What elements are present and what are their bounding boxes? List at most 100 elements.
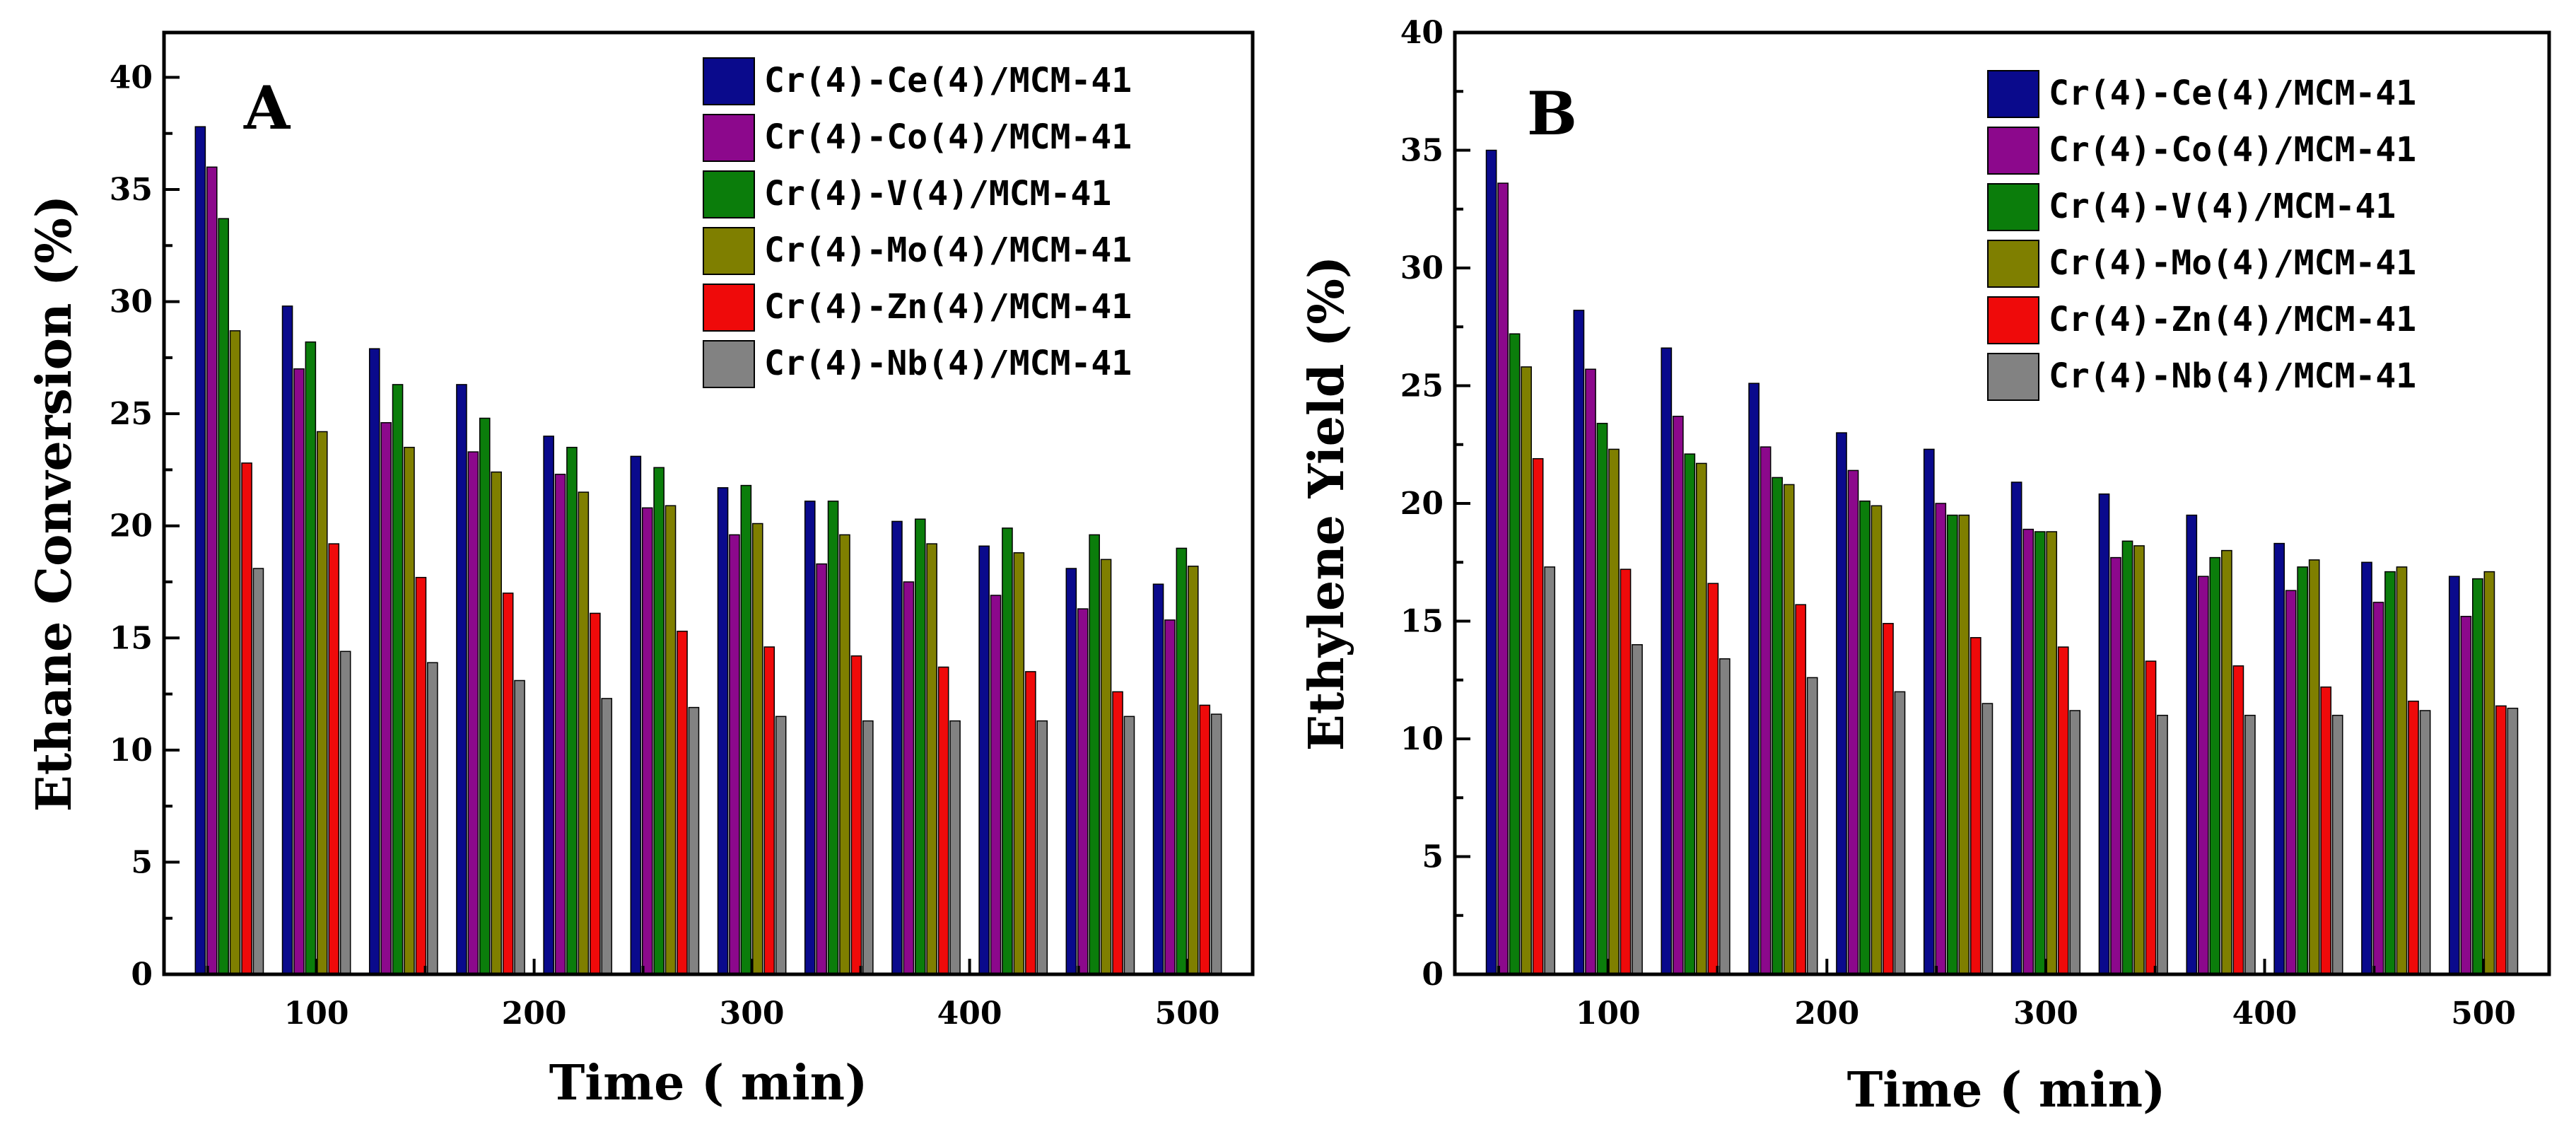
bar-b-s1-x300	[2022, 528, 2035, 975]
bar-b-s4-x380	[2232, 665, 2244, 975]
bar-b-s5-x100	[1632, 644, 1643, 975]
y-tick-label: 40	[1400, 15, 1444, 51]
legend-label: Cr(4)-Co(4)/MCM-41	[2049, 130, 2416, 170]
y-tick-label: 20	[110, 508, 153, 544]
bar-b-s4-x140	[1707, 583, 1719, 975]
bar-b-s2-x220	[1859, 500, 1870, 975]
bar-a-s1-x220	[554, 474, 566, 975]
bar-a-s0-x220	[543, 436, 554, 975]
bar-b-s0-x500	[2448, 576, 2460, 975]
legend-label: Cr(4)-Zn(4)/MCM-41	[764, 287, 1132, 327]
legend-label: Cr(4)-Nb(4)/MCM-41	[764, 344, 1132, 383]
bar-a-s4-x300	[763, 646, 775, 975]
bar-a-s0-x460	[1065, 568, 1077, 975]
bar-b-s1-x140	[1672, 416, 1684, 975]
bar-a-s3-x140	[404, 446, 415, 975]
legend: Cr(4)-Ce(4)/MCM-41 Cr(4)-Co(4)/MCM-41 Cr(4…	[703, 57, 1132, 388]
bar-b-s3-x220	[1870, 505, 1883, 975]
bar-a-s2-x180	[479, 417, 491, 975]
bar-b-s3-x60	[1521, 366, 1532, 975]
y-tick-label: 5	[1422, 839, 1444, 875]
bar-a-s3-x500	[1187, 566, 1199, 975]
bar-a-s0-x340	[804, 501, 816, 975]
bar-b-s5-x420	[2331, 714, 2343, 975]
bar-a-s0-x260	[630, 455, 642, 975]
bar-a-s5-x60	[252, 568, 264, 975]
bar-a-s1-x460	[1077, 608, 1089, 975]
y-tick-label: 15	[1400, 604, 1444, 640]
bar-a-s2-x260	[653, 467, 665, 975]
legend-label: Cr(4)-Nb(4)/MCM-41	[2049, 356, 2416, 396]
bar-a-s1-x340	[816, 563, 827, 975]
legend-label: Cr(4)-V(4)/MCM-41	[764, 174, 1111, 214]
bar-a-s2-x380	[914, 518, 926, 975]
bar-b-s3-x140	[1695, 462, 1707, 975]
bar-a-s2-x220	[566, 446, 578, 975]
bar-b-s4-x100	[1620, 568, 1632, 975]
bar-a-s2-x100	[305, 341, 317, 975]
bar-a-s2-x60	[218, 218, 229, 975]
plot-frame	[162, 30, 1255, 976]
y-tick-label: 15	[110, 620, 153, 656]
bar-b-s4-x220	[1883, 623, 1894, 975]
bar-a-s4-x100	[328, 543, 340, 975]
bar-b-s0-x260	[1923, 448, 1935, 975]
bar-b-s2-x420	[2297, 566, 2309, 975]
bar-b-s2-x100	[1596, 423, 1608, 975]
bar-b-s0-x140	[1661, 347, 1673, 975]
y-tick-label: 5	[131, 844, 153, 880]
bar-b-s5-x460	[2419, 710, 2431, 975]
legend-label: Cr(4)-Ce(4)/MCM-41	[2049, 74, 2416, 113]
x-tick-label: 100	[284, 996, 349, 1032]
bar-b-s1-x340	[2110, 556, 2121, 975]
bar-b-s3-x300	[2046, 531, 2058, 975]
bar-a-s4-x180	[502, 593, 514, 975]
bar-a-s1-x100	[293, 368, 305, 975]
bar-b-s2-x180	[1772, 477, 1783, 975]
bar-b-s5-x220	[1894, 691, 1906, 975]
bar-a-s5-x140	[427, 662, 438, 975]
bar-b-s1-x260	[1935, 503, 1947, 975]
x-tick-label: 500	[1155, 996, 1220, 1032]
bar-a-s4-x420	[1025, 671, 1036, 975]
bar-a-s1-x60	[206, 166, 218, 975]
bar-b-s3-x340	[2133, 545, 2145, 975]
x-axis-title: Time ( min)	[1847, 1062, 2166, 1119]
bar-a-s2-x460	[1089, 534, 1100, 975]
y-tick-label: 20	[1400, 486, 1444, 522]
y-axis-title: Ethylene Yield (%)	[1299, 256, 1355, 751]
bar-b-s2-x340	[2121, 540, 2133, 975]
bar-b-s4-x500	[2495, 705, 2507, 975]
bar-a-s5-x420	[1036, 720, 1048, 975]
bar-b-s5-x60	[1544, 566, 1556, 975]
bar-a-s1-x380	[903, 581, 915, 975]
legend-label: Cr(4)-V(4)/MCM-41	[2049, 187, 2396, 226]
legend: Cr(4)-Ce(4)/MCM-41 Cr(4)-Co(4)/MCM-41 Cr(4…	[1987, 70, 2416, 401]
y-tick-label: 40	[110, 59, 153, 95]
y-tick-label: 10	[1400, 721, 1444, 757]
bar-b-s3-x180	[1783, 484, 1795, 975]
x-tick-label: 500	[2451, 996, 2516, 1032]
bar-b-s2-x260	[1946, 514, 1958, 975]
bar-b-s0-x60	[1485, 149, 1497, 975]
bar-a-s4-x60	[241, 462, 252, 975]
x-tick-label: 300	[2013, 996, 2078, 1032]
bar-a-s3-x300	[751, 523, 763, 975]
bar-b-s0-x420	[2273, 542, 2285, 975]
bar-a-s4-x460	[1112, 691, 1123, 975]
legend-swatch	[703, 284, 755, 332]
y-tick-label: 30	[110, 284, 153, 320]
bar-b-s5-x140	[1719, 658, 1731, 975]
bar-a-s5-x460	[1123, 716, 1135, 975]
legend-label: Cr(4)-Mo(4)/MCM-41	[2049, 243, 2416, 283]
legend-swatch	[703, 114, 755, 162]
bar-a-s2-x140	[392, 384, 404, 975]
bar-b-s5-x300	[2069, 710, 2081, 975]
bar-a-s3-x180	[491, 471, 502, 975]
bar-a-s4-x260	[677, 631, 688, 975]
bar-a-s5-x380	[949, 720, 961, 975]
legend-label: Cr(4)-Mo(4)/MCM-41	[764, 230, 1132, 270]
bar-b-s1-x180	[1760, 446, 1772, 975]
bar-a-s0-x100	[281, 305, 293, 975]
